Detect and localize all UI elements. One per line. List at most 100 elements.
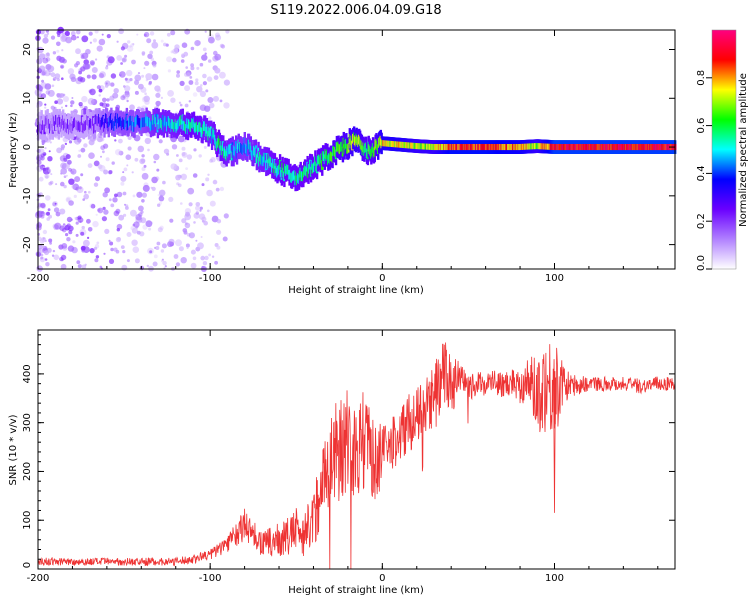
spectrogram-noise-point [74, 217, 77, 220]
spectrogram-noise-point [124, 203, 126, 206]
spectrogram-noise-point [100, 137, 105, 142]
spectrogram-noise-point [105, 66, 109, 70]
spectrogram-noise-point [83, 143, 88, 148]
spectrogram-noise-point [67, 68, 75, 75]
spectrogram-noise-point [37, 46, 44, 54]
spectrogram-noise-point [143, 164, 147, 168]
spectrogram-noise-point [124, 54, 128, 58]
spectrogram-noise-point [155, 100, 161, 107]
spectrogram-noise-point [156, 88, 162, 93]
spectrogram-noise-point [219, 99, 223, 103]
spectrogram-noise-point [36, 108, 42, 113]
spectrogram-noise-point [192, 92, 198, 97]
spectrogram-noise-point [132, 43, 135, 46]
spectrogram-noise-point [170, 97, 176, 103]
spectrogram-noise-point [84, 263, 87, 266]
spectrogram-noise-point [219, 71, 226, 79]
spectrogram-noise-point [196, 66, 200, 70]
spectrogram-noise-point [68, 230, 73, 235]
spectrogram-noise-point [143, 33, 147, 37]
spectrogram-x-tick-label: -100 [199, 273, 222, 284]
spectrogram-noise-point [184, 85, 191, 92]
spectrogram-noise-point [203, 220, 208, 226]
spectrogram-noise-point [77, 154, 82, 158]
spectrogram-noise-point [36, 164, 44, 172]
spectrogram-noise-point [68, 178, 75, 185]
spectrogram-noise-point [65, 104, 68, 108]
spectrogram-noise-point [49, 241, 52, 245]
spectrogram-noise-point [42, 212, 46, 216]
spectrogram-noise-point [95, 58, 98, 61]
spectrogram-noise-point [136, 33, 139, 36]
spectrogram-noise-point [148, 80, 152, 85]
spectrogram-noise-point [60, 254, 67, 261]
spectrogram-noise-point [40, 82, 47, 89]
spectrogram-noise-point [41, 139, 46, 144]
spectrogram-noise-point [88, 139, 95, 146]
spectrogram-noise-point [190, 63, 195, 68]
spectrogram-noise-point [194, 81, 199, 86]
spectrogram-noise-point [133, 79, 140, 85]
spectrogram-noise-point [196, 40, 201, 46]
spectrogram-noise-point [41, 237, 47, 242]
spectrogram-noise-point [204, 105, 211, 112]
spectrogram-noise-point [80, 231, 85, 236]
spectrogram-noise-point [97, 164, 103, 170]
spectrogram-noise-point [75, 233, 79, 237]
spectrogram-noise-point [122, 171, 125, 174]
spectrogram-noise-point [96, 85, 101, 90]
spectrogram-noise-point [149, 250, 153, 254]
spectrogram-noise-point [53, 207, 60, 213]
spectrogram-noise-point [168, 238, 175, 245]
spectrogram-noise-point [172, 48, 179, 55]
spectrogram-noise-point [108, 198, 112, 202]
spectrogram-noise-point [144, 60, 150, 66]
spectrogram-noise-point [127, 40, 131, 44]
spectrogram-noise-point [201, 54, 208, 61]
spectrogram-y-tick-label: 0 [22, 144, 33, 150]
spectrogram-noise-point [170, 50, 174, 54]
spectrogram-noise-point [47, 89, 55, 97]
spectrogram-noise-point [48, 214, 52, 219]
spectrogram-noise-point [49, 141, 52, 144]
spectrogram-noise-point [204, 255, 209, 261]
spectrogram-noise-point [118, 28, 124, 35]
spectrogram-noise-point [51, 84, 55, 88]
spectrogram-noise-point [71, 97, 74, 99]
snr-axes: -200 -100 0 100 0 100 200 300 400 [22, 330, 675, 584]
spectrogram-noise-point [51, 254, 55, 257]
spectrogram-noise-point [123, 85, 126, 88]
spectrogram-noise-point [93, 182, 99, 187]
spectrogram-noise-point [122, 191, 127, 196]
spectrogram-noise-point [188, 100, 191, 103]
spectrogram-noise-point [70, 104, 73, 108]
spectrogram-noise-point [126, 232, 132, 237]
colorbar-tick-label: 0.2 [696, 213, 707, 229]
spectrogram-noise-point [173, 254, 179, 259]
spectrogram-noise-point [143, 95, 150, 103]
spectrogram-noise-point [202, 47, 207, 52]
spectrogram-noise-point [122, 250, 126, 254]
spectrogram-noise-point [88, 31, 93, 36]
spectrogram-noise-point [181, 152, 188, 158]
spectrogram-noise-point [79, 102, 83, 106]
spectrogram-noise-point [190, 46, 195, 51]
spectrogram-noise-point [80, 173, 84, 177]
spectrogram-noise-point [208, 36, 215, 44]
colorbar-label: Normalized spectral amplitude [738, 73, 749, 227]
spectrogram-noise-point [90, 203, 96, 209]
spectrogram-noise-point [153, 153, 160, 161]
spectrogram-noise-point [131, 171, 134, 174]
spectrogram-noise-point [171, 144, 178, 150]
spectrogram-noise-point [86, 218, 91, 224]
spectrogram-noise-point [204, 52, 207, 55]
spectrogram-noise-point [42, 229, 48, 235]
spectrogram-noise-point [129, 78, 133, 82]
spectrogram-noise-point [161, 243, 167, 249]
spectrogram-noise-point [43, 33, 49, 39]
spectrogram-noise-point [36, 251, 42, 257]
spectrogram-noise-point [73, 194, 77, 198]
spectrogram-noise-point [154, 85, 161, 92]
spectrogram-noise-point [157, 227, 163, 233]
spectrogram-noise-point [190, 262, 197, 269]
